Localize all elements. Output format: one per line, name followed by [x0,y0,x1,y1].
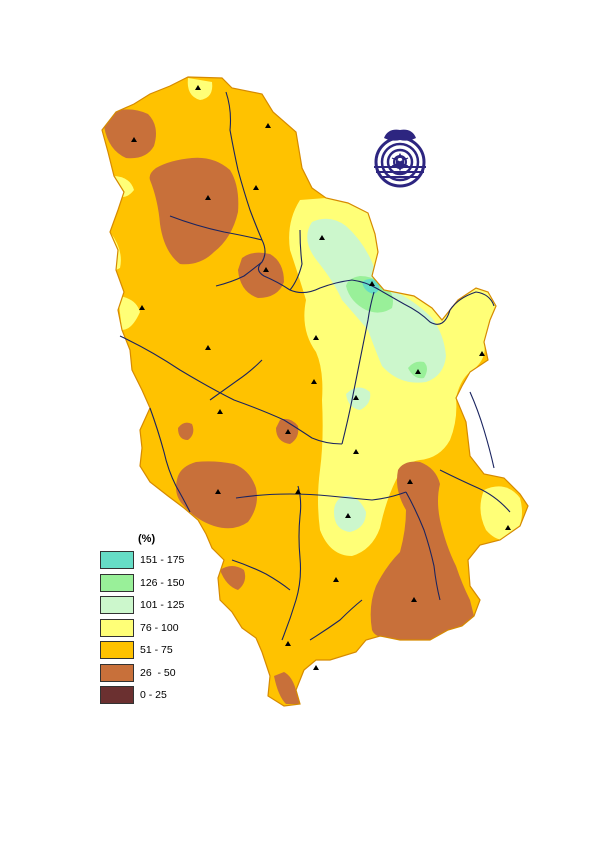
river-begej [289,229,303,291]
rivers [119,91,511,641]
legend-row: 26 - 50 [100,662,210,685]
legend-label: 76 - 100 [140,621,179,634]
zone-101-125-south [334,495,366,532]
zone-26-50-south-east [370,461,474,640]
legend-swatch [100,618,134,637]
river-lim [231,559,291,591]
legend-swatch [100,596,134,615]
station-triangle-marker [353,395,359,400]
legend-row: 0 - 25 [100,684,210,707]
station-triangle-marker [313,665,319,670]
zone-26-50-far-south [274,672,300,704]
river-zapad [215,261,263,287]
station-triangle-marker [295,489,301,494]
station-triangle-marker [479,351,485,356]
legend: (%) 151 - 175 126 - 150 101 - 125 76 - 100 5… [100,533,210,707]
station-triangle-marker [139,305,145,310]
station-triangle-marker [311,379,317,384]
station-triangle-marker [345,513,351,518]
legend-row: 101 - 125 [100,594,210,617]
legend-swatch [100,573,134,592]
zone-26-50-north-central [149,157,239,265]
river-timok [469,391,495,469]
station-triangle-marker [205,345,211,350]
station-triangle-marker [407,479,413,484]
zone-26-50-west-small [178,422,194,440]
zone-26-50-south-west [176,461,257,529]
river-danube [257,239,495,325]
river-south [309,599,363,641]
zone-26-50-south-west-edge [220,566,246,590]
station-triangle-marker [353,449,359,454]
legend-label: 51 - 75 [140,644,173,657]
legend-rows: 151 - 175 126 - 150 101 - 125 76 - 100 51 - … [100,549,210,707]
country-border [101,76,529,707]
station-triangle-marker [285,641,291,646]
station-triangle-marker [253,185,259,190]
legend-swatch [100,551,134,570]
zone-26-50-north-west [104,109,156,159]
station-triangle-marker [369,281,375,286]
legend-swatch [100,641,134,660]
legend-swatch [100,686,134,705]
station-markers [131,85,511,670]
legend-label: 0 - 25 [140,689,167,702]
river-morava [341,291,375,445]
river-ibar [281,485,302,641]
zone-76-100-west-b [118,296,140,330]
legend-row: 126 - 150 [100,572,210,595]
station-triangle-marker [205,195,211,200]
station-triangle-marker [411,597,417,602]
legend-title: (%) [138,533,156,545]
river-west-morava [235,491,407,501]
rhmz-logo [374,129,426,188]
legend-row: 76 - 100 [100,617,210,640]
legend-label: 26 - 50 [140,666,176,679]
river-drina [149,407,191,513]
river-kanal [169,215,263,241]
station-triangle-marker [333,577,339,582]
station-triangle-marker [215,489,221,494]
legend-row: 51 - 75 [100,639,210,662]
station-triangle-marker [319,235,325,240]
river-east [439,469,511,513]
legend-label: 126 - 150 [140,576,185,589]
station-triangle-marker [263,267,269,272]
station-triangle-marker [505,525,511,530]
legend-label: 101 - 125 [140,599,185,612]
river-tisa [225,91,263,241]
station-triangle-marker [415,369,421,374]
station-triangle-marker [195,85,201,90]
zone-26-50-novi-sad [238,252,284,298]
legend-swatch [100,663,134,682]
river-sava [119,335,343,445]
legend-label: 151 - 175 [140,554,185,567]
station-triangle-marker [265,123,271,128]
zone-76-100-south-east [480,486,522,540]
river-south-morava [405,491,441,601]
legend-row: 151 - 175 [100,549,210,572]
station-triangle-marker [285,429,291,434]
station-triangle-marker [313,335,319,340]
zone-151-175 [362,279,380,294]
station-triangle-marker [217,409,223,414]
station-triangle-marker [131,137,137,142]
river-kolubara [209,359,263,401]
